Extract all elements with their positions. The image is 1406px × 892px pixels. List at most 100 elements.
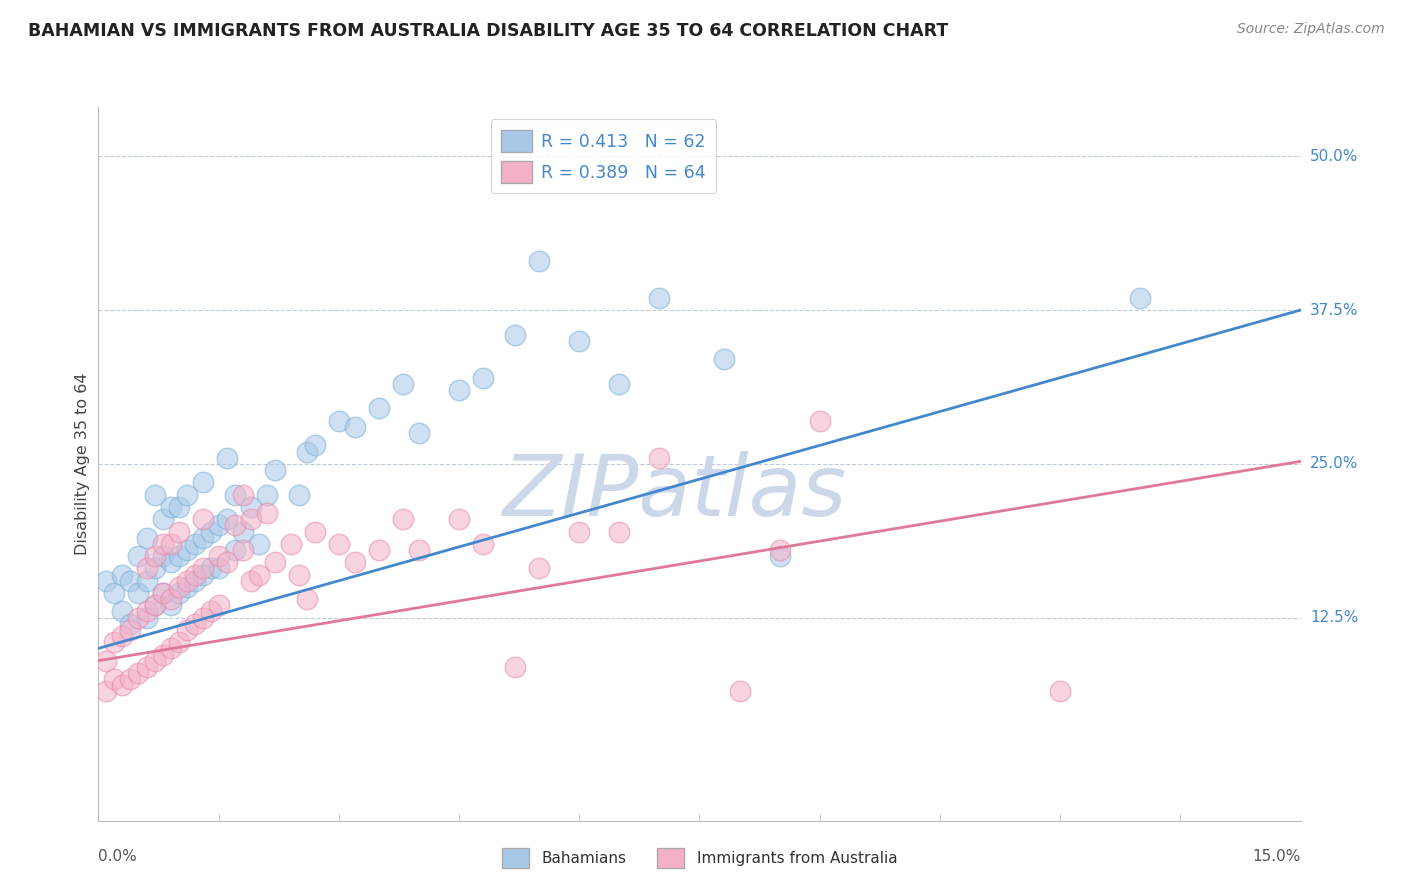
Point	[111, 678, 134, 692]
Point	[568, 524, 591, 539]
Point	[208, 518, 231, 533]
Point	[568, 334, 591, 348]
Point	[239, 500, 262, 514]
Point	[648, 450, 671, 465]
Point	[135, 574, 157, 588]
Point	[368, 401, 391, 416]
Point	[503, 660, 526, 674]
Point	[96, 574, 118, 588]
Point	[167, 635, 190, 649]
Point	[103, 672, 125, 686]
Point	[135, 610, 157, 624]
Point	[609, 376, 631, 391]
Point	[200, 561, 222, 575]
Point	[176, 580, 198, 594]
Point	[208, 549, 231, 563]
Point	[232, 543, 254, 558]
Point	[176, 487, 198, 501]
Point	[143, 549, 166, 563]
Point	[295, 444, 318, 458]
Point	[159, 555, 181, 569]
Point	[191, 561, 214, 575]
Point	[96, 684, 118, 698]
Point	[288, 567, 311, 582]
Point	[191, 610, 214, 624]
Point	[191, 512, 214, 526]
Point	[167, 580, 190, 594]
Point	[159, 500, 181, 514]
Y-axis label: Disability Age 35 to 64: Disability Age 35 to 64	[75, 373, 90, 555]
Text: 37.5%: 37.5%	[1310, 302, 1358, 318]
Point	[143, 654, 166, 668]
Point	[135, 660, 157, 674]
Point	[343, 420, 366, 434]
Point	[808, 414, 831, 428]
Point	[304, 438, 326, 452]
Point	[447, 383, 470, 397]
Point	[472, 370, 495, 384]
Point	[135, 561, 157, 575]
Point	[609, 524, 631, 539]
Point	[128, 549, 150, 563]
Point	[280, 537, 302, 551]
Point	[183, 616, 205, 631]
Legend: Bahamians, Immigrants from Australia: Bahamians, Immigrants from Australia	[492, 839, 907, 877]
Point	[529, 561, 551, 575]
Text: 12.5%: 12.5%	[1310, 610, 1358, 625]
Point	[135, 605, 157, 619]
Point	[176, 574, 198, 588]
Point	[191, 531, 214, 545]
Point	[224, 543, 246, 558]
Point	[392, 512, 415, 526]
Point	[176, 543, 198, 558]
Text: ZIPatlas: ZIPatlas	[503, 450, 848, 534]
Point	[159, 599, 181, 613]
Point	[208, 561, 231, 575]
Point	[408, 543, 430, 558]
Point	[167, 500, 190, 514]
Text: BAHAMIAN VS IMMIGRANTS FROM AUSTRALIA DISABILITY AGE 35 TO 64 CORRELATION CHART: BAHAMIAN VS IMMIGRANTS FROM AUSTRALIA DI…	[28, 22, 949, 40]
Point	[1049, 684, 1071, 698]
Point	[288, 487, 311, 501]
Point	[103, 586, 125, 600]
Text: 25.0%: 25.0%	[1310, 457, 1358, 471]
Point	[529, 253, 551, 268]
Point	[728, 684, 751, 698]
Point	[191, 475, 214, 490]
Point	[111, 605, 134, 619]
Point	[103, 635, 125, 649]
Point	[247, 537, 270, 551]
Point	[263, 555, 285, 569]
Point	[143, 599, 166, 613]
Point	[152, 586, 174, 600]
Point	[200, 524, 222, 539]
Point	[111, 567, 134, 582]
Point	[159, 592, 181, 607]
Text: 50.0%: 50.0%	[1310, 149, 1358, 164]
Point	[768, 543, 790, 558]
Point	[176, 623, 198, 637]
Point	[183, 567, 205, 582]
Point	[152, 586, 174, 600]
Point	[224, 518, 246, 533]
Point	[768, 549, 790, 563]
Point	[120, 616, 142, 631]
Point	[215, 450, 238, 465]
Point	[503, 327, 526, 342]
Point	[135, 531, 157, 545]
Point	[208, 599, 231, 613]
Point	[224, 487, 246, 501]
Point	[256, 506, 278, 520]
Point	[159, 537, 181, 551]
Point	[263, 463, 285, 477]
Point	[648, 291, 671, 305]
Point	[152, 549, 174, 563]
Point	[183, 537, 205, 551]
Point	[247, 567, 270, 582]
Point	[120, 623, 142, 637]
Point	[328, 537, 350, 551]
Point	[713, 352, 735, 367]
Point	[232, 487, 254, 501]
Point	[152, 648, 174, 662]
Point	[239, 574, 262, 588]
